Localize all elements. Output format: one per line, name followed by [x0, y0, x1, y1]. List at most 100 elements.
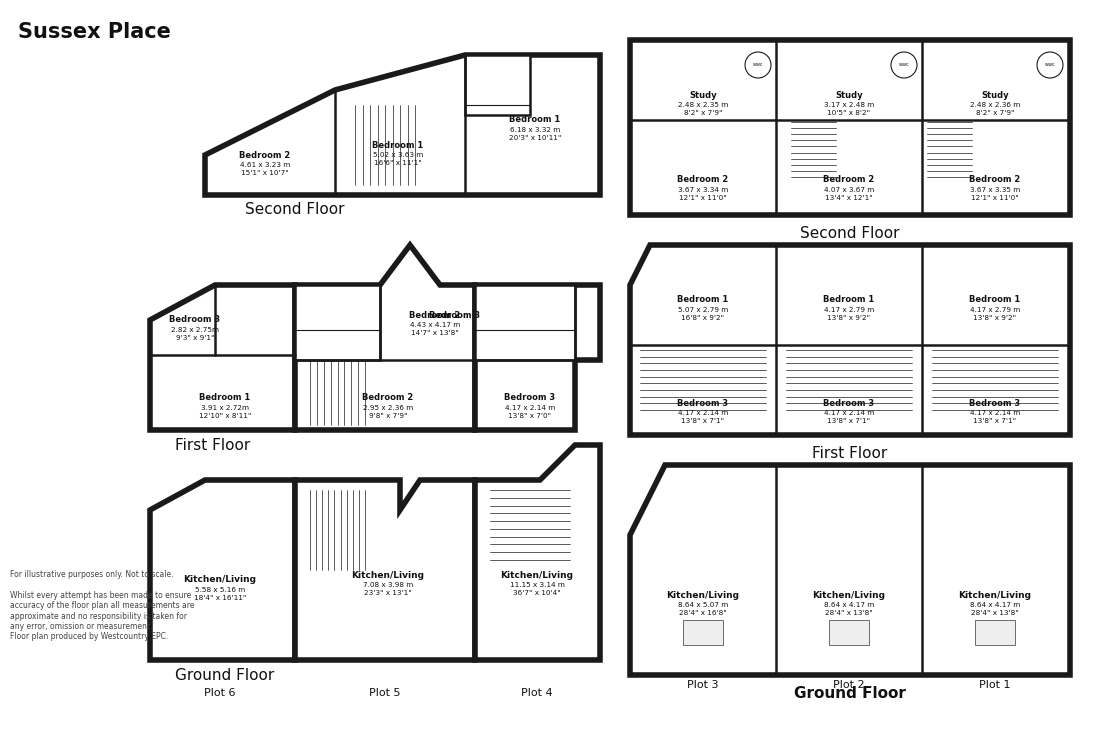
Polygon shape: [475, 445, 600, 660]
Text: Study: Study: [690, 90, 717, 100]
Text: Plot 6: Plot 6: [205, 688, 235, 698]
Text: 20'3" x 10'11": 20'3" x 10'11": [509, 135, 561, 141]
Text: 6.18 x 3.32 m: 6.18 x 3.32 m: [510, 127, 560, 133]
Text: 28'4" x 13'8": 28'4" x 13'8": [825, 610, 873, 616]
Text: 7.08 x 3.98 m: 7.08 x 3.98 m: [363, 582, 414, 588]
Text: Bedroom 3: Bedroom 3: [969, 399, 1021, 408]
Text: Kitchen/Living: Kitchen/Living: [958, 591, 1032, 600]
Text: 14'7" x 13'8": 14'7" x 13'8": [411, 330, 459, 336]
Text: Study: Study: [835, 90, 862, 100]
Text: 13'4" x 12'1": 13'4" x 12'1": [825, 195, 873, 201]
Text: 4.07 x 3.67 m: 4.07 x 3.67 m: [824, 187, 874, 193]
Text: 36'7" x 10'4": 36'7" x 10'4": [513, 590, 561, 596]
Text: 12'10" x 8'11": 12'10" x 8'11": [199, 413, 251, 419]
Text: 4.43 x 4.17 m: 4.43 x 4.17 m: [410, 322, 460, 328]
Text: First Floor: First Floor: [175, 438, 251, 452]
Text: Ground Floor: Ground Floor: [794, 685, 906, 701]
Text: 2.82 x 2.75m: 2.82 x 2.75m: [170, 327, 219, 333]
Text: 4.17 x 2.14 m: 4.17 x 2.14 m: [505, 405, 556, 411]
Text: Kitchen/Living: Kitchen/Living: [352, 570, 425, 580]
Text: Bedroom 3: Bedroom 3: [429, 311, 481, 320]
Text: 4.17 x 2.14 m: 4.17 x 2.14 m: [824, 410, 874, 416]
Text: 13'8" x 7'0": 13'8" x 7'0": [508, 413, 551, 419]
Circle shape: [891, 52, 917, 78]
Text: 9'8" x 7'9": 9'8" x 7'9": [368, 413, 407, 419]
Text: Kitchen/Living: Kitchen/Living: [500, 570, 573, 580]
Text: 3.67 x 3.35 m: 3.67 x 3.35 m: [970, 187, 1020, 193]
Text: Bedroom 2: Bedroom 2: [240, 150, 290, 160]
Text: 8'2" x 7'9": 8'2" x 7'9": [684, 110, 723, 116]
Text: 10'5" x 8'2": 10'5" x 8'2": [827, 110, 870, 116]
Bar: [465, 55, 530, 115]
Text: 5.02 x 3.63 m: 5.02 x 3.63 m: [373, 152, 424, 158]
Text: 3.17 x 2.48 m: 3.17 x 2.48 m: [824, 102, 874, 108]
Text: 13'8" x 7'1": 13'8" x 7'1": [974, 418, 1016, 424]
Bar: [630, 40, 1070, 215]
Polygon shape: [150, 480, 295, 660]
Text: 8.64 x 4.17 m: 8.64 x 4.17 m: [970, 602, 1020, 608]
Text: 3.67 x 3.34 m: 3.67 x 3.34 m: [678, 187, 728, 193]
Text: Bedroom 2: Bedroom 2: [409, 311, 461, 320]
Text: For illustrative purposes only. Not to scale.

Whilst every attempt has been mad: For illustrative purposes only. Not to s…: [10, 570, 195, 641]
Polygon shape: [295, 480, 475, 660]
Text: 13'8" x 7'1": 13'8" x 7'1": [827, 418, 870, 424]
Text: Plot 1: Plot 1: [979, 680, 1011, 690]
Text: 13'8" x 9'2": 13'8" x 9'2": [827, 315, 870, 321]
Text: Ground Floor: Ground Floor: [175, 668, 274, 682]
Text: 11.15 x 3.14 m: 11.15 x 3.14 m: [509, 582, 564, 588]
Text: Bedroom 2: Bedroom 2: [824, 175, 874, 185]
Text: 16'6" x 11'1": 16'6" x 11'1": [374, 160, 422, 166]
Text: 4.17 x 2.14 m: 4.17 x 2.14 m: [678, 410, 728, 416]
Text: Study: Study: [981, 90, 1009, 100]
Text: Bedroom 3: Bedroom 3: [678, 399, 728, 408]
Text: Bedroom 1: Bedroom 1: [509, 116, 561, 125]
Circle shape: [1037, 52, 1063, 78]
Text: Bedroom 2: Bedroom 2: [362, 394, 414, 402]
Text: 5.07 x 2.79 m: 5.07 x 2.79 m: [678, 307, 728, 313]
Text: 28'4" x 16'8": 28'4" x 16'8": [679, 610, 727, 616]
Text: 12'1" x 11'0": 12'1" x 11'0": [971, 195, 1019, 201]
Text: 3.91 x 2.72m: 3.91 x 2.72m: [201, 405, 249, 411]
Text: Bedroom 3: Bedroom 3: [505, 394, 556, 402]
Text: 15'1" x 10'7": 15'1" x 10'7": [241, 170, 289, 176]
Text: Bedroom 1: Bedroom 1: [199, 394, 251, 402]
Text: 13'8" x 7'1": 13'8" x 7'1": [681, 418, 725, 424]
Text: 8'2" x 7'9": 8'2" x 7'9": [976, 110, 1014, 116]
Text: Sussex Place: Sussex Place: [18, 22, 170, 42]
Text: 2.95 x 2.36 m: 2.95 x 2.36 m: [363, 405, 414, 411]
Text: Bedroom 3: Bedroom 3: [824, 399, 874, 408]
Text: Plot 2: Plot 2: [833, 680, 865, 690]
Text: wwc: wwc: [1045, 62, 1055, 67]
Polygon shape: [150, 285, 295, 430]
Polygon shape: [295, 245, 475, 430]
Text: Kitchen/Living: Kitchen/Living: [184, 575, 256, 584]
Bar: [975, 620, 1015, 645]
Text: Second Floor: Second Floor: [245, 202, 344, 218]
Text: wwc: wwc: [899, 62, 910, 67]
Text: 12'1" x 11'0": 12'1" x 11'0": [679, 195, 727, 201]
Text: 18'4" x 16'11": 18'4" x 16'11": [194, 595, 246, 601]
Text: 2.48 x 2.35 m: 2.48 x 2.35 m: [678, 102, 728, 108]
Polygon shape: [205, 55, 600, 195]
Circle shape: [745, 52, 771, 78]
Bar: [829, 620, 869, 645]
Text: 16'8" x 9'2": 16'8" x 9'2": [681, 315, 725, 321]
Text: Second Floor: Second Floor: [801, 226, 900, 240]
Text: Bedroom 1: Bedroom 1: [373, 141, 424, 150]
Polygon shape: [630, 245, 1070, 435]
Polygon shape: [630, 465, 1070, 675]
Text: Bedroom 1: Bedroom 1: [824, 295, 874, 304]
Text: 28'4" x 13'8": 28'4" x 13'8": [971, 610, 1019, 616]
Bar: [475, 285, 575, 360]
Text: 2.48 x 2.36 m: 2.48 x 2.36 m: [970, 102, 1020, 108]
Bar: [295, 285, 380, 360]
Text: 23'3" x 13'1": 23'3" x 13'1": [364, 590, 411, 596]
Text: 13'8" x 9'2": 13'8" x 9'2": [974, 315, 1016, 321]
Text: 9'3" x 9'1": 9'3" x 9'1": [176, 335, 214, 341]
Text: 4.17 x 2.79 m: 4.17 x 2.79 m: [824, 307, 874, 313]
Text: wwc: wwc: [752, 62, 763, 67]
Text: 4.61 x 3.23 m: 4.61 x 3.23 m: [240, 162, 290, 168]
Text: 8.64 x 4.17 m: 8.64 x 4.17 m: [824, 602, 874, 608]
Polygon shape: [475, 285, 600, 430]
Text: Kitchen/Living: Kitchen/Living: [667, 591, 739, 600]
